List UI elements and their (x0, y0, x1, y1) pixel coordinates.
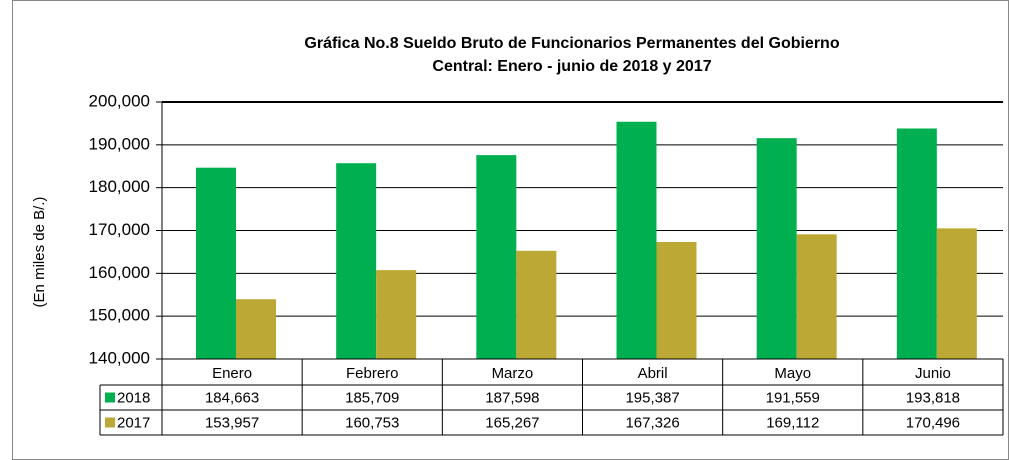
table-cell: 153,957 (205, 414, 259, 431)
x-tick-label: Mayo (774, 365, 811, 382)
y-tick-label: 160,000 (89, 263, 150, 282)
table-cell: 170,496 (906, 414, 960, 431)
y-tick-label: 140,000 (89, 348, 150, 367)
x-tick-label: Febrero (346, 365, 399, 382)
bar (376, 270, 417, 359)
table-cell: 169,112 (766, 414, 819, 431)
y-tick-label: 200,000 (89, 91, 150, 110)
legend-label: 2017 (117, 414, 150, 431)
bar (796, 234, 837, 359)
x-tick-label: Marzo (492, 365, 534, 382)
y-tick-label: 170,000 (89, 220, 150, 239)
legend-label: 2018 (117, 389, 150, 406)
legend-marker (105, 392, 115, 403)
table-cell: 185,709 (345, 389, 399, 406)
chart-title: Central: Enero - junio de 2018 y 2017 (432, 58, 711, 75)
table-cell: 191,559 (766, 389, 820, 406)
bar (476, 155, 517, 359)
bar (756, 138, 797, 359)
x-tick-label: Junio (915, 365, 951, 382)
table-cell: 195,387 (625, 389, 679, 406)
table-cell: 193,818 (906, 389, 960, 406)
legend-marker (105, 417, 115, 428)
table-cell: 184,663 (205, 389, 259, 406)
bar (336, 163, 377, 359)
table-cell: 160,753 (345, 414, 399, 431)
bar (236, 299, 276, 359)
x-tick-label: Enero (212, 365, 252, 382)
chart-title: Gráfica No.8 Sueldo Bruto de Funcionario… (304, 35, 839, 52)
bar (936, 228, 977, 359)
bar (196, 167, 236, 359)
bar (516, 250, 557, 359)
y-axis-label: (En miles de B/.) (31, 197, 48, 308)
table-cell: 167,326 (625, 414, 679, 431)
y-tick-label: 190,000 (89, 134, 150, 153)
y-tick-label: 150,000 (89, 306, 150, 325)
bar (896, 128, 937, 359)
table-cell: 165,267 (485, 414, 539, 431)
y-tick-label: 180,000 (89, 177, 150, 196)
bar (616, 121, 657, 359)
bar (656, 241, 697, 359)
x-tick-label: Abril (638, 365, 668, 382)
table-cell: 187,598 (485, 389, 539, 406)
